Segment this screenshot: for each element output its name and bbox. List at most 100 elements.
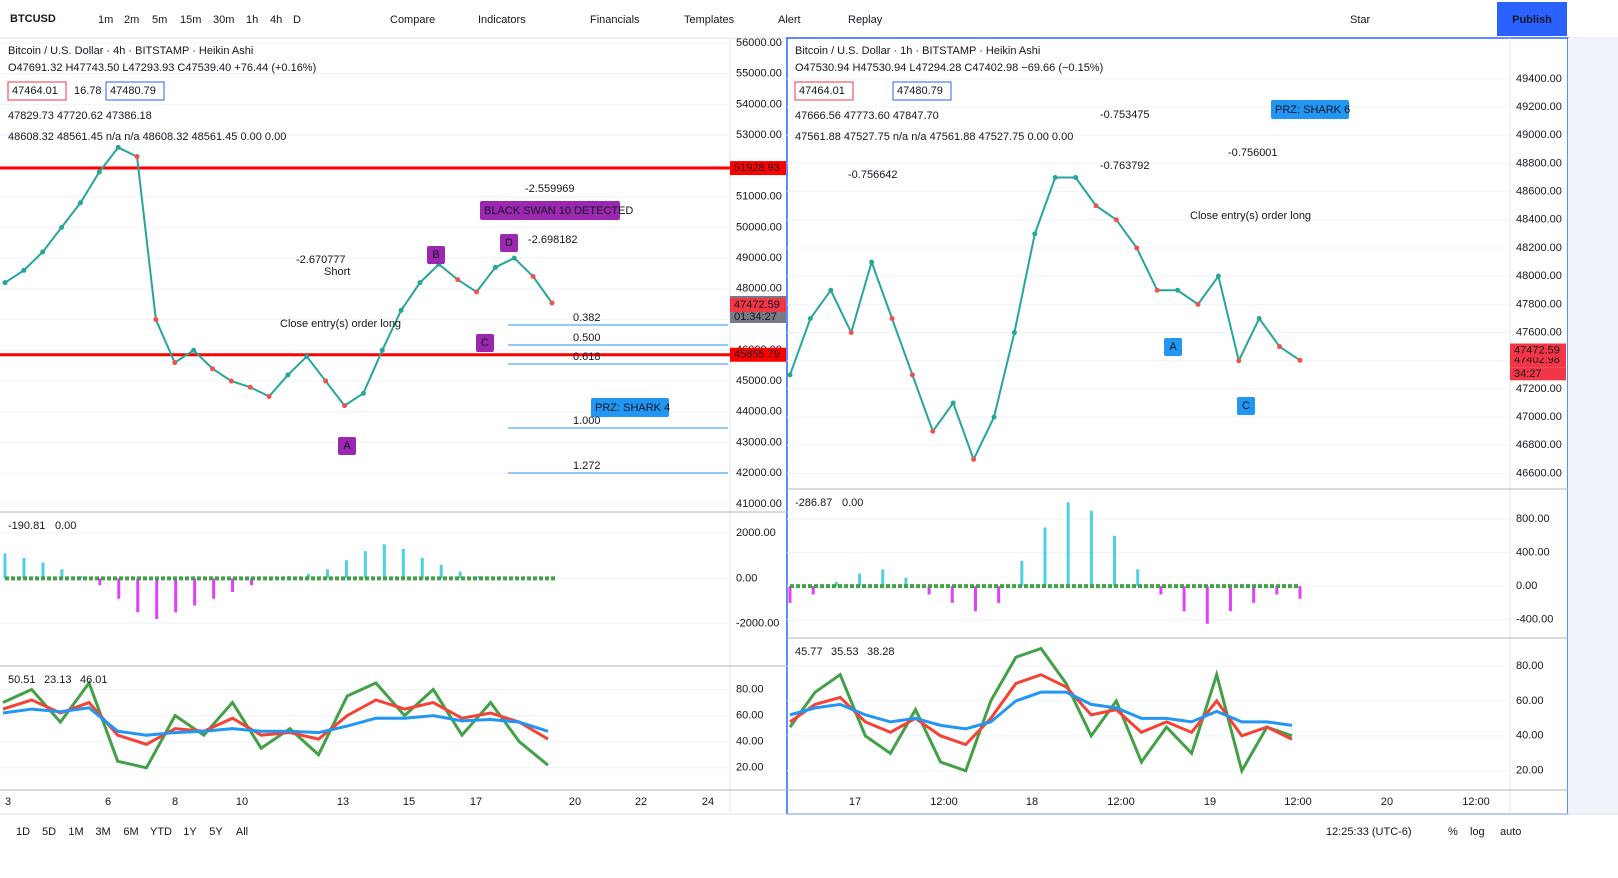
range-button[interactable]: YTD bbox=[150, 826, 172, 838]
price-point bbox=[909, 372, 915, 378]
price-point bbox=[549, 300, 555, 306]
price-point bbox=[848, 330, 854, 336]
x-tick-label: 20 bbox=[1381, 796, 1393, 808]
countdown-bg bbox=[730, 309, 786, 323]
range-button[interactable]: 5D bbox=[42, 826, 56, 838]
y-tick-label: 49200.00 bbox=[1516, 101, 1562, 113]
toolbar-button[interactable]: Financials bbox=[590, 14, 640, 26]
ma-legend: 48608.32 48561.45 n/a n/a 48608.32 48561… bbox=[8, 131, 286, 143]
y-tick-label: 20.00 bbox=[736, 762, 764, 774]
annotation: -2.559969 bbox=[525, 183, 575, 195]
price-point bbox=[828, 287, 834, 293]
y-tick-label: 48000.00 bbox=[1516, 270, 1562, 282]
ask: 47480.79 bbox=[110, 85, 156, 97]
chart-title: Bitcoin / U.S. Dollar · 4h · BITSTAMP · … bbox=[8, 45, 253, 57]
pattern-point: A bbox=[1169, 341, 1177, 353]
annotation: BLACK SWAN 10 DETECTED bbox=[484, 205, 633, 217]
y-tick-label: 47200.00 bbox=[1516, 383, 1562, 395]
spread: 16.78 bbox=[74, 85, 102, 97]
range-button[interactable]: 5Y bbox=[209, 826, 223, 838]
x-tick-label: 12:00 bbox=[930, 796, 958, 808]
toolbar-button[interactable]: Templates bbox=[684, 14, 735, 26]
price-point bbox=[474, 289, 480, 295]
rsi-legend: 35.53 bbox=[831, 646, 859, 658]
toolbar-button[interactable]: Compare bbox=[390, 14, 435, 26]
level-tag: 45855.79 bbox=[734, 349, 780, 361]
symbol[interactable]: BTCUSD bbox=[10, 13, 56, 25]
y-tick-label: 50000.00 bbox=[736, 221, 782, 233]
y-tick-label: 80.00 bbox=[736, 683, 764, 695]
fib-label: 0.618 bbox=[573, 351, 601, 363]
x-tick-label: 12:00 bbox=[1284, 796, 1312, 808]
annotation: PRZ: SHARK 6 bbox=[1275, 104, 1350, 116]
interval-button[interactable]: 4h bbox=[270, 14, 282, 26]
log-toggle[interactable]: log bbox=[1470, 826, 1485, 838]
ask-box bbox=[105, 81, 165, 101]
price-point bbox=[971, 456, 977, 462]
ma-legend: 47561.88 47527.75 n/a n/a 47561.88 47527… bbox=[795, 131, 1073, 143]
range-button[interactable]: 1D bbox=[16, 826, 30, 838]
price-point bbox=[1052, 175, 1058, 181]
price-point bbox=[191, 347, 197, 353]
bid: 47464.01 bbox=[799, 85, 845, 97]
toolbar-button[interactable]: Replay bbox=[848, 14, 883, 26]
countdown: 01:34:27 bbox=[734, 311, 777, 323]
y-tick-label: 46800.00 bbox=[1516, 439, 1562, 451]
annotation: -2.670777 bbox=[296, 254, 346, 266]
note-box bbox=[1271, 100, 1349, 119]
oscillator-line bbox=[2, 706, 549, 737]
price-point bbox=[247, 384, 253, 390]
interval-button[interactable]: 5m bbox=[152, 14, 167, 26]
range-button[interactable]: 1Y bbox=[183, 826, 197, 838]
range-button[interactable]: 3M bbox=[95, 826, 110, 838]
interval-button[interactable]: 30m bbox=[213, 14, 234, 26]
y-tick-label: 46600.00 bbox=[1516, 467, 1562, 479]
y-tick-label: 48400.00 bbox=[1516, 214, 1562, 226]
percent-toggle[interactable]: % bbox=[1448, 826, 1458, 838]
y-tick-label: 49400.00 bbox=[1516, 73, 1562, 85]
auto-toggle[interactable]: auto bbox=[1500, 826, 1521, 838]
range-button[interactable]: All bbox=[236, 826, 248, 838]
y-tick-label: 45000.00 bbox=[736, 375, 782, 387]
pattern-point: C bbox=[481, 337, 489, 349]
toolbar-button[interactable]: Alert bbox=[778, 14, 801, 26]
y-tick-label: 53000.00 bbox=[736, 129, 782, 141]
osc-legend: -286.87 bbox=[795, 497, 832, 509]
fib-label: 0.500 bbox=[573, 332, 601, 344]
toolbar-button[interactable]: Indicators bbox=[478, 14, 526, 26]
range-button[interactable]: 1M bbox=[68, 826, 83, 838]
y-tick-label: 2000.00 bbox=[736, 527, 776, 539]
osc-legend: 0.00 bbox=[842, 497, 863, 509]
price-point bbox=[1093, 203, 1099, 209]
interval-button[interactable]: 15m bbox=[180, 14, 201, 26]
x-tick-label: 8 bbox=[172, 796, 178, 808]
price-point bbox=[40, 249, 46, 255]
fib-label: 0.382 bbox=[573, 312, 601, 324]
publish-button-bg[interactable] bbox=[1497, 2, 1567, 36]
bid-box bbox=[7, 81, 67, 101]
interval-button[interactable]: D bbox=[293, 14, 301, 26]
pattern-point-bg bbox=[1164, 338, 1182, 356]
ohlc: O47691.32 H47743.50 L47293.93 C47539.40 … bbox=[8, 62, 316, 74]
oscillator-line bbox=[789, 673, 1293, 747]
price-point bbox=[807, 315, 813, 321]
note-box bbox=[591, 398, 669, 417]
interval-button[interactable]: 1m bbox=[98, 14, 113, 26]
interval-button[interactable]: 1h bbox=[246, 14, 258, 26]
price-point bbox=[1032, 231, 1038, 237]
rsi-legend: 45.77 bbox=[795, 646, 823, 658]
price-point bbox=[530, 274, 536, 280]
price-point bbox=[930, 428, 936, 434]
y-tick-label: 56000.00 bbox=[736, 37, 782, 49]
y-tick-label: 54000.00 bbox=[736, 98, 782, 110]
x-tick-label: 19 bbox=[1204, 796, 1216, 808]
x-tick-label: 17 bbox=[470, 796, 482, 808]
y-tick-label: 60.00 bbox=[1516, 695, 1544, 707]
price-point bbox=[96, 169, 102, 175]
publish-button[interactable]: Publish bbox=[1512, 14, 1552, 26]
interval-button[interactable]: 2m bbox=[124, 14, 139, 26]
y-tick-label: 20.00 bbox=[1516, 765, 1544, 777]
range-button[interactable]: 6M bbox=[123, 826, 138, 838]
star-button[interactable]: Star bbox=[1350, 14, 1371, 26]
